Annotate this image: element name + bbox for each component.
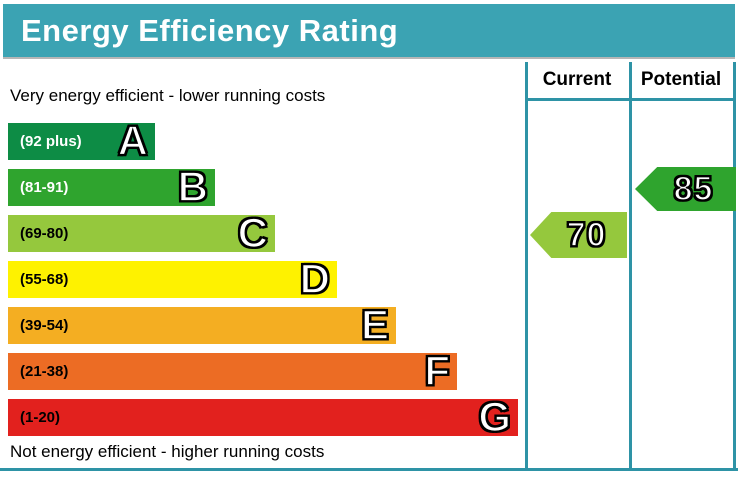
band-letter: B bbox=[177, 162, 209, 210]
band-range-label: (21-38) bbox=[20, 363, 69, 380]
band-row-b: (81-91) B bbox=[8, 162, 215, 210]
page-title: Energy Efficiency Rating bbox=[21, 12, 399, 48]
potential-rating-arrow: 85 bbox=[635, 167, 736, 211]
column-divider-left bbox=[525, 62, 528, 471]
band-range-label: (69-80) bbox=[20, 225, 69, 242]
top-note: Very energy efficient - lower running co… bbox=[10, 86, 326, 105]
band-range-label: (1-20) bbox=[20, 409, 61, 426]
band-row-e: (39-54) E bbox=[8, 300, 396, 348]
band-range-label: (39-54) bbox=[20, 317, 69, 334]
band-row-g: (1-20) G bbox=[8, 392, 518, 440]
chart-area: Current Potential Very energy efficient … bbox=[0, 62, 738, 471]
band-row-f: (21-38) F bbox=[8, 346, 457, 394]
current-column-header: Current bbox=[542, 69, 612, 90]
title-bar: Energy Efficiency Rating bbox=[3, 4, 735, 57]
band-letter: F bbox=[423, 346, 450, 394]
header-underline bbox=[525, 98, 736, 101]
bottom-note: Not energy efficient - higher running co… bbox=[10, 442, 325, 461]
band-letter: D bbox=[299, 254, 331, 302]
band-letter: C bbox=[237, 208, 269, 256]
band-row-d: (55-68) D bbox=[8, 254, 337, 302]
current-rating-arrow: 70 bbox=[530, 212, 627, 258]
band-range-label: (55-68) bbox=[20, 271, 69, 288]
column-divider-right bbox=[733, 62, 736, 471]
band-letter: G bbox=[477, 392, 511, 440]
rating-bands: (92 plus) A (81-91) B (69-80) C (55-68) … bbox=[8, 116, 518, 445]
band-row-a: (92 plus) A bbox=[8, 116, 155, 164]
band-range-label: (92 plus) bbox=[20, 133, 82, 150]
potential-column-header: Potential bbox=[640, 69, 722, 90]
band-letter: A bbox=[117, 116, 149, 164]
bottom-border bbox=[0, 468, 738, 471]
band-letter: E bbox=[360, 300, 390, 348]
band-range-label: (81-91) bbox=[20, 179, 69, 196]
potential-rating-value: 85 bbox=[673, 170, 714, 208]
column-divider-middle bbox=[629, 62, 632, 471]
current-rating-value: 70 bbox=[566, 216, 607, 254]
band-row-c: (69-80) C bbox=[8, 208, 275, 256]
